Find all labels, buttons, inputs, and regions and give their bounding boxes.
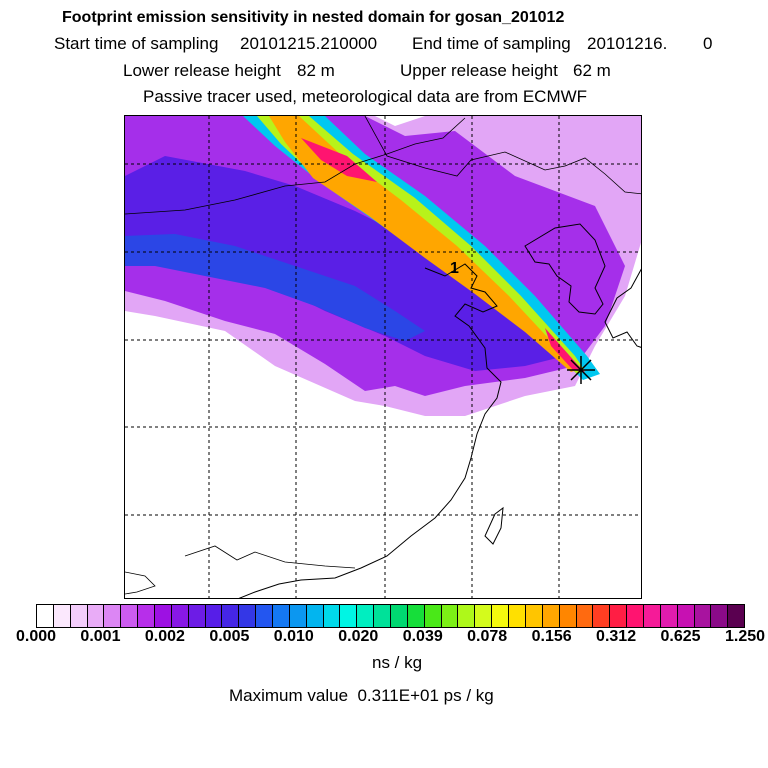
colorbar-segment <box>288 605 306 627</box>
colorbar-segment <box>373 605 391 627</box>
colorbar-tick-label: 0.039 <box>402 628 443 645</box>
colorbar-segment <box>120 605 138 627</box>
inner-border <box>184 545 356 569</box>
colorbar-segment <box>204 605 222 627</box>
colorbar-tick-label: 0.002 <box>144 628 185 645</box>
colorbar-segment <box>305 605 323 627</box>
japan-coast <box>604 268 641 348</box>
colorbar-tick-label: 0.156 <box>531 628 572 645</box>
colorbar-tick-label: 0.078 <box>467 628 508 645</box>
colorbar <box>36 604 745 628</box>
colorbar-tick-label: 1.250 <box>724 628 766 645</box>
colorbar-tick-label: 0.010 <box>273 628 314 645</box>
plume-peak <box>301 138 585 372</box>
colorbar-units: ns / kg <box>372 653 423 672</box>
colorbar-segment <box>272 605 289 627</box>
colorbar-segment <box>541 605 559 627</box>
footprint-map: 1 <box>124 115 642 599</box>
start-time-label: Start time of sampling <box>54 34 219 53</box>
colorbar-segment <box>238 605 256 627</box>
colorbar-segment <box>187 605 205 627</box>
colorbar-segment <box>137 605 155 627</box>
colorbar-tick-label: 0.625 <box>660 628 701 645</box>
colorbar-tick-label: 0.005 <box>209 628 250 645</box>
colorbar-tick-label: 0.000 <box>15 628 57 645</box>
colorbar-segment <box>69 605 87 627</box>
colorbar-tick-label: 0.001 <box>80 628 121 645</box>
end-time-hour: 0 <box>703 34 713 53</box>
colorbar-segment <box>356 605 374 627</box>
sensitivity-field-deep-blue <box>125 234 425 341</box>
taiwan-coast <box>484 506 504 545</box>
korea-coast <box>524 223 606 315</box>
hainan-coast <box>125 571 156 595</box>
colorbar-segment <box>659 605 677 627</box>
end-time-value: 20101216. <box>587 34 668 53</box>
colorbar-segment <box>626 605 643 627</box>
colorbar-segment <box>508 605 525 627</box>
lower-release-label: Lower release height <box>123 61 281 80</box>
colorbar-segment <box>609 605 627 627</box>
upper-release-label: Upper release height <box>400 61 558 80</box>
colorbar-segment <box>693 605 711 627</box>
colorbar-segment <box>710 605 728 627</box>
colorbar-segment <box>406 605 424 627</box>
colorbar-tick-label: 0.312 <box>596 628 637 645</box>
colorbar-segment <box>37 605 53 627</box>
colorbar-segment <box>457 605 475 627</box>
colorbar-segment <box>592 605 610 627</box>
coastline <box>238 263 502 598</box>
colorbar-segment <box>491 605 509 627</box>
colorbar-segment <box>52 605 70 627</box>
colorbar-segment <box>440 605 458 627</box>
colorbar-segment <box>423 605 441 627</box>
colorbar-segment <box>727 605 745 627</box>
graticule <box>125 116 641 598</box>
northeast-border <box>364 116 641 195</box>
maximum-value-label: Maximum value 0.311E+01 ps / kg <box>229 686 494 705</box>
colorbar-segment <box>390 605 407 627</box>
mongolia-border <box>125 117 466 215</box>
plume-core <box>269 116 577 372</box>
receptor-star-icon <box>567 356 595 384</box>
end-time-label: End time of sampling <box>412 34 571 53</box>
start-time-value: 20101215.210000 <box>240 34 378 53</box>
upper-release-value: 62 m <box>573 61 611 80</box>
tracer-note: Passive tracer used, meteorological data… <box>143 87 588 106</box>
colorbar-tick-label: 0.020 <box>338 628 379 645</box>
map-canvas: 1 <box>125 116 641 598</box>
colorbar-segment <box>575 605 593 627</box>
colorbar-segment <box>339 605 357 627</box>
colorbar-segment <box>524 605 542 627</box>
colorbar-segment <box>642 605 660 627</box>
colorbar-segment <box>86 605 104 627</box>
colorbar-segment <box>154 605 171 627</box>
plot-title: Footprint emission sensitivity in nested… <box>62 9 565 26</box>
colorbar-segment <box>322 605 340 627</box>
plume-label-marker: 1 <box>450 260 459 277</box>
colorbar-segment <box>558 605 576 627</box>
colorbar-segment <box>103 605 121 627</box>
colorbar-segment <box>676 605 694 627</box>
colorbar-segment <box>221 605 239 627</box>
colorbar-segment <box>474 605 492 627</box>
sensitivity-field-blue <box>125 156 565 371</box>
colorbar-segment <box>170 605 188 627</box>
colorbar-segment <box>255 605 273 627</box>
lower-release-value: 82 m <box>297 61 335 80</box>
